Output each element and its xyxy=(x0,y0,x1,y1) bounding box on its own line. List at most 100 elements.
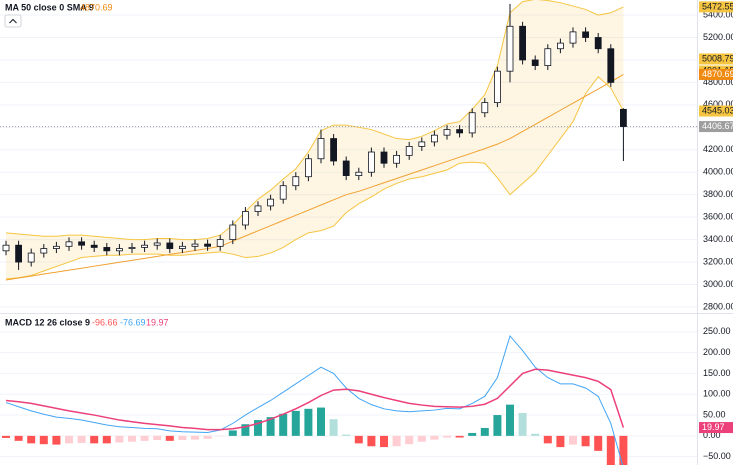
histogram-bar xyxy=(380,435,388,448)
macd-pane: −50.00 0.00 50.00 100.00 150.00 200.00 250.00 1… xyxy=(0,326,733,465)
ma-line xyxy=(5,74,624,281)
histogram-bar xyxy=(52,435,61,445)
histogram-bar xyxy=(506,404,514,436)
histogram-bar xyxy=(455,435,464,438)
histogram-bar xyxy=(417,435,426,442)
histogram-bar xyxy=(2,435,10,438)
histogram-bar xyxy=(367,435,376,447)
histogram-bar xyxy=(27,435,36,444)
price-tag-label: 4406.67 xyxy=(702,121,733,131)
candle-body xyxy=(607,48,615,83)
candle-body xyxy=(317,138,325,160)
histogram-bar xyxy=(203,435,212,439)
y-tick-label: 200.00 xyxy=(703,347,731,357)
collapse-icon xyxy=(9,18,17,24)
price-tag xyxy=(699,121,733,133)
price-tag xyxy=(699,68,733,80)
candle-body xyxy=(141,244,149,248)
candle-body xyxy=(292,176,300,187)
histogram-bar xyxy=(606,435,615,465)
candle-body xyxy=(544,48,552,66)
histogram-bar xyxy=(165,435,174,441)
candle-body xyxy=(65,241,73,247)
histogram-bar xyxy=(329,419,338,436)
candle-body xyxy=(582,31,589,38)
candle-body xyxy=(279,185,287,200)
histogram-bar xyxy=(266,417,275,436)
legend-value: -76.69 xyxy=(120,317,146,327)
histogram-bar xyxy=(178,435,187,441)
y-tick-label: 4200.00 xyxy=(703,144,733,154)
histogram-bar xyxy=(128,435,136,442)
legend-label: MACD 12 26 close 9 xyxy=(5,317,90,327)
y-tick-label: 5200.00 xyxy=(703,32,733,42)
candle-body xyxy=(367,151,375,173)
macd-line xyxy=(5,334,624,465)
candle-body xyxy=(53,245,60,249)
price-tag-label: 4870.69 xyxy=(702,69,733,79)
y-tick-label: 150.00 xyxy=(703,368,731,378)
candle-body xyxy=(166,242,174,249)
candle-body xyxy=(304,158,312,178)
price-tag xyxy=(699,53,733,65)
collapse-button[interactable] xyxy=(4,14,22,28)
histogram-bar xyxy=(254,420,262,436)
histogram-bar xyxy=(90,435,99,444)
histogram-bar xyxy=(65,435,73,444)
candle-body xyxy=(493,70,501,104)
histogram-bar xyxy=(342,434,351,436)
candle-body xyxy=(103,247,111,252)
histogram-bar xyxy=(468,432,477,436)
price-tag-label: 4545.03 xyxy=(702,105,733,115)
candle-body xyxy=(506,25,514,72)
candle-body xyxy=(594,37,602,50)
candle-body xyxy=(254,205,262,212)
histogram-bar xyxy=(14,435,23,441)
candle-body xyxy=(241,211,249,226)
candle-body xyxy=(620,108,627,127)
candle-body xyxy=(468,112,476,134)
y-tick-label: 3400.00 xyxy=(703,234,733,244)
y-tick-label: 4000.00 xyxy=(703,167,733,177)
candle-body xyxy=(405,146,413,156)
price-tag-label: 5472.55 xyxy=(702,1,733,11)
histogram-bar xyxy=(153,435,162,441)
histogram-bar xyxy=(405,435,414,445)
price-tag-label: 19.97 xyxy=(702,422,725,432)
histogram-bar xyxy=(619,435,628,465)
histogram-bar xyxy=(581,435,590,447)
candle-body xyxy=(178,245,186,249)
band-upper xyxy=(5,0,624,241)
legend-value: 19.97 xyxy=(146,317,169,327)
candle-body xyxy=(2,244,10,252)
candle-body xyxy=(153,242,161,246)
candle-body xyxy=(355,171,363,176)
candle-body xyxy=(90,244,98,248)
histogram-bar xyxy=(191,435,199,440)
candle-body xyxy=(330,138,338,162)
y-tick-label: 0.00 xyxy=(703,430,721,440)
histogram-bar xyxy=(317,407,325,436)
histogram-bar xyxy=(140,435,149,441)
histogram-bar xyxy=(279,413,288,436)
candle-body xyxy=(267,198,275,207)
candle-body xyxy=(15,244,23,263)
candle-body xyxy=(393,154,401,164)
candle-body xyxy=(380,151,388,164)
signal-line xyxy=(5,368,625,431)
candle-body xyxy=(40,248,48,254)
candle-body xyxy=(430,134,438,143)
legend-value: -96.66 xyxy=(92,317,118,327)
price-tag xyxy=(699,105,733,117)
candle-body xyxy=(531,59,539,66)
candle-body xyxy=(342,160,350,176)
legend-label: MA 50 close 0 SMA 9 xyxy=(5,2,94,12)
price-tag xyxy=(699,422,733,434)
legend: MA 50 close 0 SMA 9 4870.69 MACD 12 26 c… xyxy=(4,2,169,327)
histogram-bar xyxy=(241,424,250,436)
candle-body xyxy=(116,248,123,252)
candle-body xyxy=(456,129,464,134)
histogram-bar xyxy=(556,435,565,448)
histogram-bar xyxy=(443,435,451,438)
y-tick-label: 250.00 xyxy=(703,326,731,336)
